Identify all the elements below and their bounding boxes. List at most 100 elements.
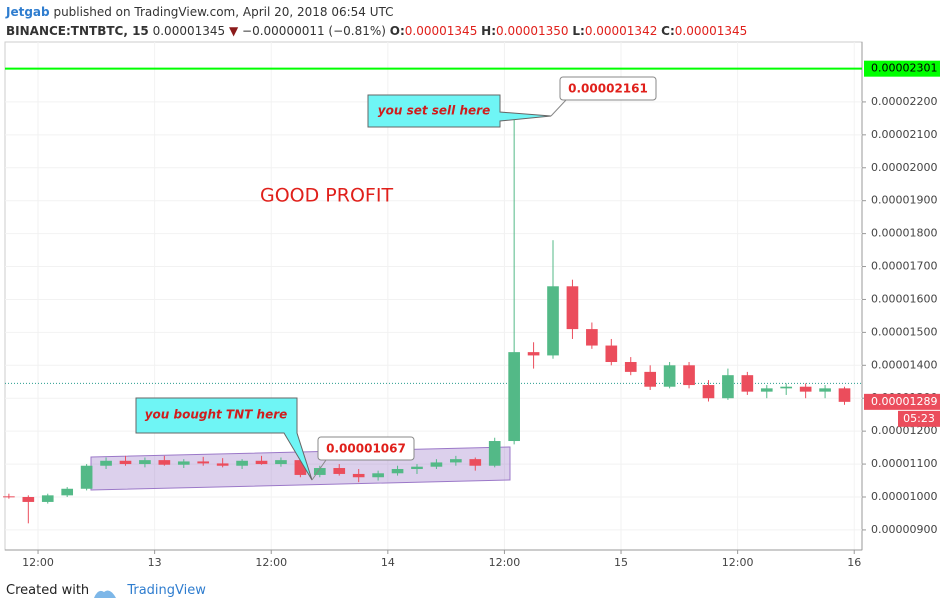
arrow: ▼ [228, 24, 239, 38]
x-tick-label: 13 [148, 556, 162, 569]
c-value: 0.00001345 [674, 24, 748, 38]
y-tick-label: 0.00000900 [871, 523, 937, 536]
candle-body [119, 460, 132, 465]
price-note-text: 0.00001067 [326, 442, 406, 456]
x-tick-label: 16 [847, 556, 861, 569]
header-line-2: BINANCE:TNTBTC, 15 0.00001345 ▼ −0.00000… [6, 22, 747, 41]
candle-body [547, 286, 559, 356]
candle-body [216, 463, 229, 466]
hline-label-box [864, 60, 940, 77]
candle-body [352, 473, 365, 478]
pointer [311, 459, 327, 481]
x-tick-label: 12:00 [722, 556, 754, 569]
c-label: C: [661, 24, 675, 38]
last-price-label: 0.00001289 [871, 395, 937, 408]
callout [367, 94, 552, 128]
y-tick-label: 0.00002100 [871, 128, 937, 141]
candle-body [741, 375, 754, 392]
candle-body [508, 352, 520, 442]
y-tick-label: 0.00001200 [871, 424, 937, 437]
x-tick-label: 14 [381, 556, 395, 569]
candle-body [236, 460, 248, 466]
pointer [550, 99, 567, 117]
price-note [317, 436, 415, 461]
candle-body [80, 465, 93, 489]
y-tick-label: 0.00001700 [871, 260, 937, 273]
candle-body [139, 460, 151, 465]
candle-body [722, 375, 734, 399]
countdown: 05:23 [903, 412, 935, 425]
candle-body [488, 441, 501, 466]
callout-text: you bought TNT here [145, 408, 288, 422]
o-label: O: [389, 24, 405, 38]
candle-body [702, 385, 715, 399]
header-line-1: Jetgab published on TradingView.com, Apr… [6, 3, 747, 22]
candle-body [838, 388, 851, 402]
h-value: 0.00001350 [496, 24, 569, 38]
candle-body [391, 469, 404, 474]
y-tick-label: 0.00001900 [871, 194, 937, 207]
x-tick-label: 12:00 [489, 556, 521, 569]
change: −0.00000011 (−0.81%) [242, 24, 386, 38]
brand-logo [94, 590, 116, 598]
annotation-text: GOOD PROFIT [260, 185, 393, 207]
hline-label: 0.00002301 [871, 62, 937, 75]
candle-body [819, 388, 831, 392]
candle-body [61, 488, 74, 496]
candle-body [586, 329, 598, 346]
y-tick-label: 0.00001500 [871, 325, 937, 338]
y-tick-label: 0.00002200 [871, 95, 937, 108]
y-tick-label: 0.00001400 [871, 358, 937, 371]
candle-body [22, 496, 35, 502]
y-tick-label: 0.00001600 [871, 292, 937, 305]
candle-body [780, 386, 793, 389]
chart: GOOD PROFIT you set sell here 0.00002161… [3, 41, 940, 569]
price-note-text: 0.00002161 [568, 82, 648, 96]
published: published on TradingView.com, April 20, … [53, 5, 394, 19]
candle-body [294, 460, 307, 475]
candle-body [255, 460, 268, 465]
candle-body [469, 459, 482, 466]
l-label: L: [572, 24, 585, 38]
candle-body [683, 365, 695, 386]
created-with: Created with [6, 583, 90, 598]
footer: Created with TradingView [6, 583, 206, 598]
symbol: BINANCE:TNTBTC, 15 [6, 24, 149, 38]
y-tick-label: 0.00001100 [871, 457, 937, 470]
candle-body [3, 496, 15, 498]
candle-body [663, 365, 676, 387]
y-tick-label: 0.00001000 [871, 490, 937, 503]
candle-body [41, 495, 54, 502]
candle-body [100, 460, 112, 466]
candle-body [760, 388, 773, 392]
candle-body [624, 362, 637, 372]
candle-body [450, 459, 462, 463]
countdown-box [898, 410, 940, 427]
candle-body [644, 371, 657, 387]
y-tick-label: 0.00001800 [871, 227, 937, 240]
candle-body [430, 462, 443, 467]
header: Jetgab published on TradingView.com, Apr… [6, 3, 747, 41]
candle-body [197, 461, 210, 464]
candle-body [313, 468, 326, 475]
price: 0.00001345 [152, 24, 226, 38]
x-tick-label: 12:00 [255, 556, 287, 569]
y-tick-label: 0.00002000 [871, 161, 937, 174]
candle-body [333, 468, 346, 474]
candle-body [372, 473, 384, 478]
candle-body [275, 460, 287, 465]
candle-body [605, 345, 618, 363]
last-price-box [864, 393, 940, 410]
author[interactable]: Jetgab [6, 5, 50, 19]
h-label: H: [481, 24, 496, 38]
brand[interactable]: TradingView [127, 583, 206, 598]
candle-body [527, 352, 540, 356]
candle-body [158, 460, 171, 465]
o-value: 0.00001345 [404, 24, 478, 38]
x-tick-label: 12:00 [22, 556, 54, 569]
candle-body [177, 461, 190, 465]
x-tick-label: 15 [614, 556, 628, 569]
candle-body [411, 466, 423, 470]
candle-body [799, 386, 812, 392]
